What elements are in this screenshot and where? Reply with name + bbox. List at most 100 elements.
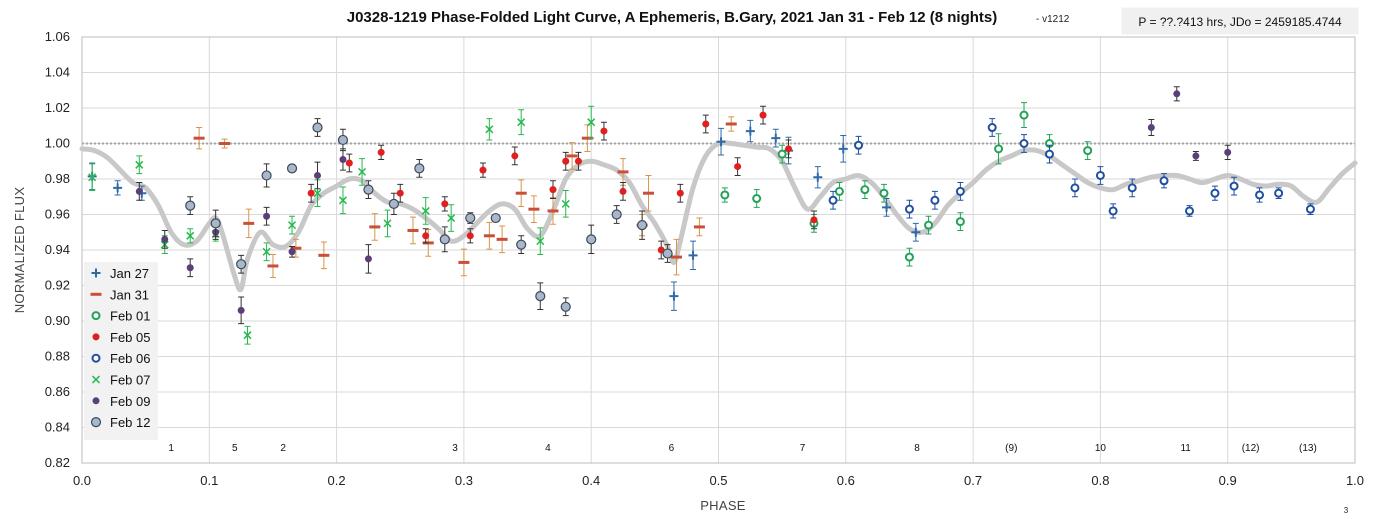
- data-point: [882, 198, 892, 217]
- legend-item: Jan 31: [90, 287, 149, 302]
- data-point: [88, 163, 97, 192]
- legend-item: Feb 07: [91, 373, 150, 388]
- data-point: [586, 224, 597, 255]
- y-tick-label: 1.06: [45, 29, 70, 44]
- data-point: [318, 241, 330, 270]
- dip-label: 8: [914, 443, 920, 454]
- data-point: [581, 124, 593, 152]
- data-point: [1083, 141, 1093, 160]
- series-2: [720, 102, 1093, 267]
- series-6: [135, 86, 1232, 325]
- data-point: [860, 180, 870, 200]
- plot-border: [81, 36, 1356, 464]
- x-tick-label: 0.4: [582, 473, 600, 488]
- series-7: [185, 118, 673, 317]
- x-tick-label: 0.2: [328, 473, 346, 488]
- y-tick-label: 0.92: [45, 278, 70, 293]
- data-point: [307, 183, 315, 203]
- data-point: [904, 247, 914, 267]
- data-point: [339, 148, 347, 171]
- data-point: [810, 210, 818, 230]
- dip-label: 1: [168, 443, 174, 454]
- data-point: [702, 114, 710, 134]
- data-point: [676, 183, 684, 203]
- data-point: [561, 190, 570, 218]
- model-curve: [79, 140, 1358, 293]
- dip-label: 7: [800, 443, 806, 454]
- data-point: [1185, 205, 1195, 217]
- data-point: [262, 242, 271, 262]
- data-point: [693, 217, 705, 237]
- data-point: [263, 206, 271, 226]
- data-point: [549, 180, 557, 200]
- data-point: [447, 204, 456, 232]
- data-point: [1210, 185, 1220, 201]
- data-point: [193, 127, 205, 150]
- legend-item: Feb 05: [92, 330, 150, 345]
- data-point: [562, 151, 570, 171]
- data-point: [619, 182, 627, 201]
- info-box-text: P = ??.?413 hrs, JDo = 2459185.4744: [1138, 15, 1342, 29]
- data-point: [637, 210, 648, 240]
- x-tick-label: 0.0: [73, 473, 91, 488]
- data-point: [422, 228, 430, 244]
- data-point: [219, 138, 231, 149]
- legend-label: Jan 27: [110, 266, 149, 281]
- x-axis-title: PHASE: [700, 498, 746, 513]
- data-point: [113, 180, 123, 196]
- legend-label: Feb 01: [110, 309, 150, 324]
- data-point: [642, 174, 654, 212]
- legend-item: Feb 12: [90, 415, 150, 430]
- data-point: [528, 195, 540, 223]
- data-point: [407, 216, 419, 245]
- legend-label: Feb 07: [110, 373, 150, 388]
- data-point: [536, 227, 545, 255]
- y-tick-label: 1.00: [45, 136, 70, 151]
- dip-label: (13): [1299, 443, 1317, 454]
- data-point: [1070, 178, 1080, 198]
- data-point: [1229, 176, 1239, 196]
- grid-layer: [81, 36, 1356, 464]
- data-point: [369, 213, 381, 241]
- data-point: [745, 119, 755, 143]
- series-1: [193, 116, 737, 279]
- data-point: [135, 182, 143, 201]
- data-point: [566, 142, 578, 170]
- data-point: [1147, 119, 1155, 137]
- chart-version: - v1212: [1036, 14, 1070, 25]
- y-tick-label: 1.02: [45, 100, 70, 115]
- data-point: [186, 228, 195, 244]
- legend-bg: [84, 262, 158, 440]
- data-point: [828, 190, 838, 210]
- data-point: [267, 253, 279, 279]
- legend-label: Feb 06: [110, 351, 150, 366]
- data-point: [930, 190, 940, 210]
- legend: Jan 27 Jan 31 Feb 01 Feb 05 Feb 06 Feb 07 Feb …: [84, 262, 158, 440]
- info-box: P = ??.?413 hrs, JDo = 2459185.4744: [1121, 7, 1359, 35]
- data-point: [1108, 203, 1118, 219]
- data-point: [161, 229, 169, 249]
- x-tick-label: 0.9: [1219, 473, 1237, 488]
- data-point: [1224, 144, 1232, 160]
- data-point: [771, 128, 781, 148]
- data-point: [312, 118, 323, 137]
- data-point: [396, 183, 404, 203]
- dip-label: 3: [452, 443, 458, 454]
- data-point: [1095, 166, 1105, 185]
- y-tick-label: 0.90: [45, 313, 70, 328]
- data-point: [1255, 187, 1265, 203]
- y-tick-label: 0.84: [45, 420, 70, 435]
- legend-label: Feb 05: [110, 330, 150, 345]
- legend-item: Jan 27: [91, 266, 149, 281]
- data-point: [994, 133, 1004, 165]
- data-point: [364, 244, 372, 274]
- data-point: [243, 208, 255, 239]
- y-tick-label: 1.04: [45, 65, 70, 80]
- data-point: [490, 212, 501, 224]
- data-point: [1159, 173, 1169, 189]
- data-point: [759, 105, 767, 125]
- data-point: [734, 157, 742, 176]
- dip-label: 11: [1180, 443, 1191, 454]
- data-point: [286, 163, 298, 174]
- data-point: [439, 226, 450, 253]
